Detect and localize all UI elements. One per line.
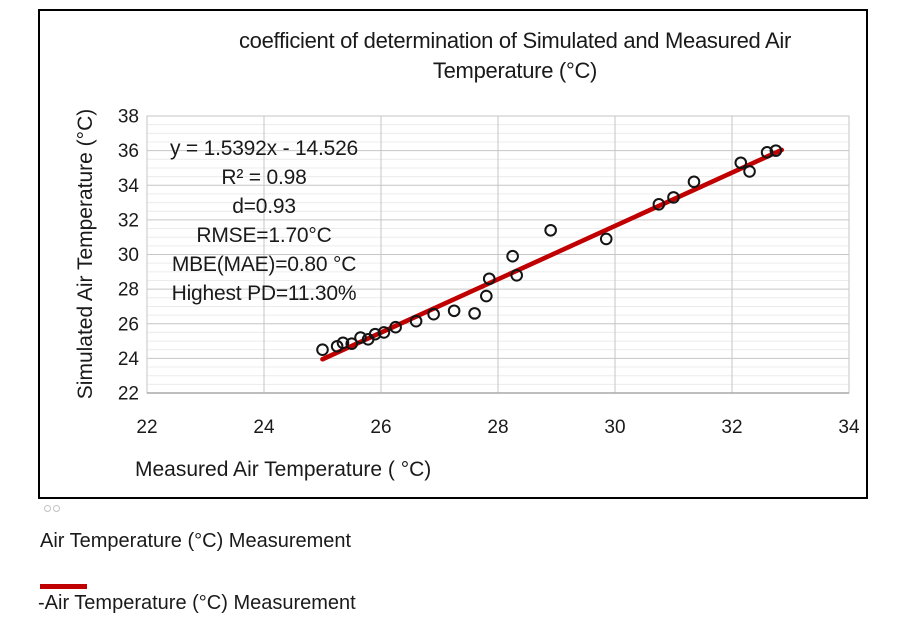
data-point [769,144,783,157]
x-tick-label: 22 [136,417,157,438]
data-point [389,320,402,334]
x-tick-label: 24 [253,417,275,438]
data-point [368,327,382,341]
data-point [482,272,496,286]
chart-title-line1: coefficient of determination of Simulate… [238,28,792,53]
data-point [652,197,666,211]
open-circle-icon [44,505,51,512]
data-point [480,289,493,303]
highest-pd-value: Highest PD=11.30% [171,282,357,305]
data-point [409,314,423,328]
x-tick-label: 32 [721,417,742,438]
y-tick-label: 30 [118,245,139,266]
data-point [427,307,440,321]
x-axis-title: Measured Air Temperature ( °C) [135,458,432,481]
rmse-value: RMSE=1.70°C [196,224,332,247]
y-tick-label: 22 [118,384,139,405]
data-point [687,175,701,189]
x-tick-label: 34 [838,417,860,438]
data-point [544,223,557,237]
y-tick-label: 28 [118,280,139,301]
data-point [510,268,524,282]
mbe-mae-value: MBE(MAE)=0.80 °C [171,253,357,276]
data-point [734,156,748,170]
data-point [506,249,519,263]
trendline-equation: y = 1.5392x - 14.526 [169,137,359,160]
trendline-legend-swatch [40,584,87,589]
data-point [447,304,461,318]
data-point [336,336,350,350]
chart-title: coefficient of determination of Simulate… [165,26,865,86]
data-point [743,165,756,178]
open-circle-icon [53,505,60,512]
chart-area: coefficient of determination of Simulate… [38,9,868,499]
data-point [354,331,367,344]
scatter-series-marker-icon [44,505,62,512]
y-tick-label: 36 [118,141,139,162]
plot-area: 22 24 26 28 30 32 34 22 24 26 28 30 32 34 36 38 [118,107,860,439]
trendline-legend-label: -Air Temperature (°C) Measurement [38,592,356,614]
data-point [377,326,391,339]
y-tick-label: 34 [118,176,140,197]
y-tick-label: 26 [118,314,139,335]
y-axis-title: Simulated Air Temperature (°C) [74,108,97,400]
y-tick-label: 38 [118,107,139,128]
x-tick-label: 28 [487,417,508,438]
y-tick-label: 32 [118,210,139,231]
d-index-value: d=0.93 [232,195,296,218]
data-point [667,191,680,204]
x-tick-label: 26 [370,417,391,438]
x-tick-label: 30 [604,417,625,438]
chart-title-line2: Temperature (°C) [432,58,598,83]
r-squared-value: R² = 0.98 [221,166,307,189]
scatter-series-legend-label: Air Temperature (°C) Measurement [40,530,352,552]
y-tick-label: 24 [118,349,140,370]
data-point [316,343,329,357]
data-point [599,232,613,246]
data-point [760,146,774,159]
data-point [468,307,481,320]
data-point [345,337,359,350]
stats-annotation: y = 1.5392x - 14.526 R² = 0.98 d=0.93 RM… [138,134,390,308]
